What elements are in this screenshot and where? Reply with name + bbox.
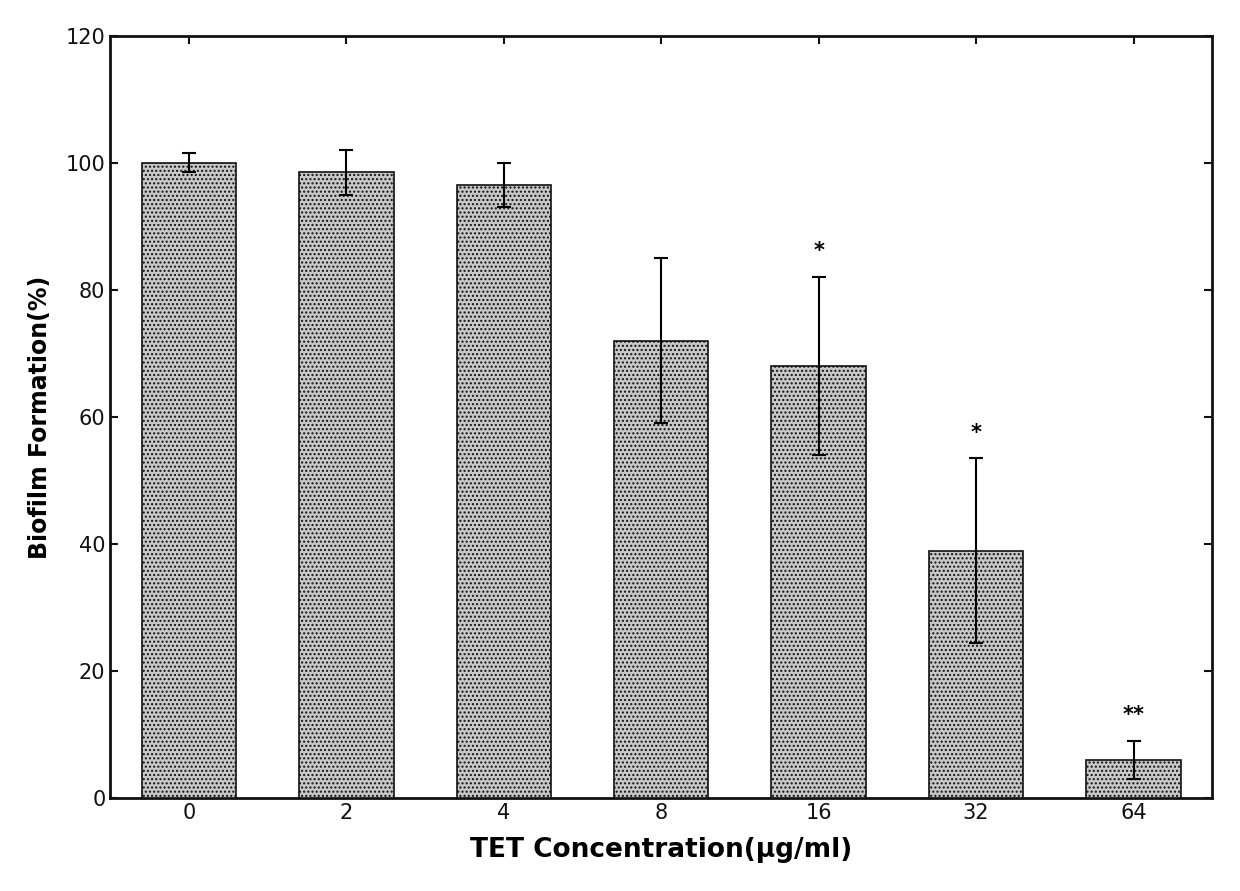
Bar <box>299 173 393 798</box>
Bar <box>1086 760 1180 798</box>
Text: *: * <box>971 422 982 443</box>
X-axis label: TET Concentration(μg/ml): TET Concentration(μg/ml) <box>470 838 852 863</box>
Bar <box>141 163 236 798</box>
Bar <box>771 366 866 798</box>
Bar <box>456 185 551 798</box>
Text: **: ** <box>1122 706 1145 725</box>
Bar <box>614 341 708 798</box>
Bar <box>929 551 1023 798</box>
Y-axis label: Biofilm Formation(%): Biofilm Formation(%) <box>27 275 52 559</box>
Text: *: * <box>813 241 825 261</box>
